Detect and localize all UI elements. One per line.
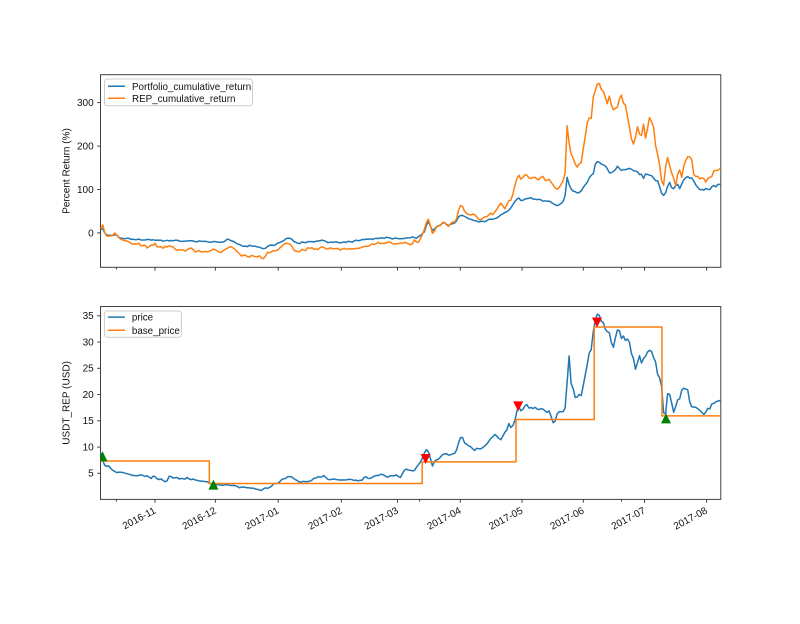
- svg-text:Portfolio_cumulative_return: Portfolio_cumulative_return: [132, 82, 251, 93]
- svg-text:30: 30: [83, 338, 95, 349]
- svg-text:35: 35: [83, 311, 95, 322]
- svg-text:15: 15: [83, 416, 95, 427]
- svg-text:REP_cumulative_return: REP_cumulative_return: [132, 94, 235, 105]
- svg-text:5: 5: [88, 469, 94, 480]
- svg-text:Percent Return (%): Percent Return (%): [62, 128, 73, 214]
- svg-text:25: 25: [83, 364, 95, 375]
- svg-text:200: 200: [77, 142, 94, 153]
- svg-text:300: 300: [77, 98, 94, 109]
- svg-text:price: price: [132, 313, 154, 324]
- svg-text:10: 10: [83, 443, 95, 454]
- svg-text:20: 20: [83, 390, 95, 401]
- svg-text:USDT_REP (USD): USDT_REP (USD): [62, 361, 73, 445]
- svg-text:100: 100: [77, 185, 94, 196]
- svg-text:base_price: base_price: [132, 326, 180, 337]
- svg-text:0: 0: [88, 228, 94, 239]
